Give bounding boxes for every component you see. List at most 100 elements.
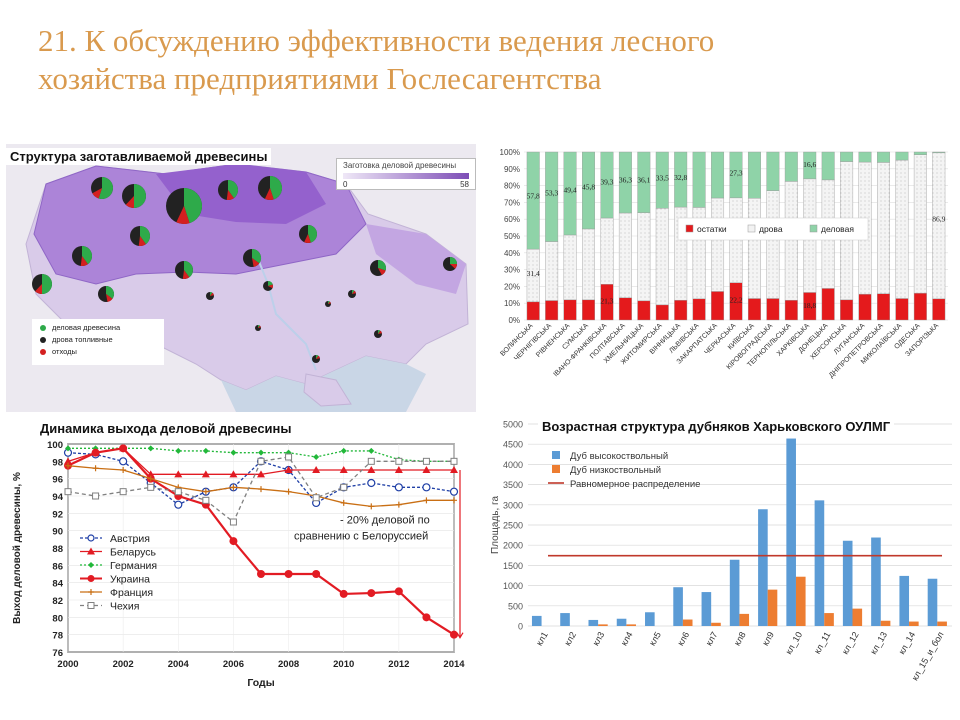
stacked-bar-segment	[766, 151, 780, 191]
x-tick-label: 2004	[168, 659, 190, 670]
y-tick-label: 10%	[504, 299, 520, 308]
stacked-bar-segment	[655, 151, 669, 209]
series-point	[147, 445, 154, 452]
annotation-text-2: сравнению с Белоруссией	[294, 530, 428, 542]
series-point	[229, 518, 237, 526]
stacked-bar-segment	[877, 293, 890, 321]
y-tick-label: 94	[52, 492, 63, 503]
series-point	[450, 466, 458, 473]
y-tick-label: 82	[52, 596, 63, 607]
y-tick-label: 100%	[500, 148, 520, 157]
series-point	[202, 496, 210, 504]
stacked-bar-segment	[858, 151, 872, 163]
stacked-bar-segment	[711, 151, 725, 199]
y-tick-label: 2500	[503, 521, 523, 531]
y-tick-label: 50%	[504, 232, 520, 241]
y-tick-label: 500	[508, 601, 523, 611]
y-tick-label: 4000	[503, 460, 523, 470]
series-point	[395, 457, 403, 465]
map-legend: Заготовка деловой древесины 0 58	[336, 158, 476, 190]
map-pie-business	[352, 290, 355, 294]
legend-label: Дуб низкоствольный	[570, 465, 661, 476]
map-title: Структура заготавливаемой древесины	[6, 148, 272, 165]
map-pie	[443, 257, 457, 271]
series-point	[422, 613, 431, 622]
map-pie-waste	[226, 190, 234, 200]
stacked-bar-segment	[655, 304, 669, 321]
map-pie-business	[140, 226, 151, 245]
stacked-bar-segment	[821, 151, 835, 181]
legend-marker	[87, 547, 95, 555]
age-chart-title: Возрастная структура дубняков Харьковско…	[538, 418, 895, 435]
x-tick-label: 2002	[113, 659, 134, 670]
legend-marker	[87, 534, 95, 542]
x-tick-label: 2006	[223, 659, 244, 670]
map-panel: Структура заготавливаемой древесины Заго…	[6, 144, 476, 412]
age-bar	[588, 619, 599, 626]
map-pie	[32, 274, 52, 294]
business-wood-icon	[40, 325, 46, 332]
data-label: 22,2	[729, 295, 742, 304]
series-point	[451, 497, 457, 504]
data-label: 31,4	[527, 269, 540, 278]
age-bar	[739, 613, 750, 626]
stacked-bar-segment	[618, 297, 632, 321]
map-pie	[218, 180, 239, 200]
stacked-bar-segment	[600, 217, 614, 285]
age-bar	[531, 615, 542, 626]
series-point	[422, 457, 430, 465]
data-label: 86,9	[932, 215, 945, 224]
fuel-wood-icon	[40, 337, 46, 344]
y-tick-label: 0	[518, 622, 523, 632]
legend-label: деловая	[821, 224, 854, 234]
map-crimea	[303, 373, 352, 407]
age-bar	[795, 576, 806, 626]
age-bar	[842, 540, 853, 626]
series-point	[285, 453, 293, 461]
stacked-bar-segment	[784, 299, 798, 321]
data-label: 36,3	[619, 175, 632, 184]
series-point	[174, 500, 183, 509]
map-pie-waste	[176, 206, 190, 224]
x-tick-label: кл8	[732, 630, 748, 647]
y-tick-label: 1500	[503, 561, 523, 571]
y-tick-label: 80	[52, 613, 63, 624]
age-bar	[598, 624, 608, 626]
stacked-legend: остатки дрова деловая	[677, 217, 869, 241]
map-pie-business	[42, 274, 52, 294]
data-label: 27,3	[729, 169, 742, 178]
y-tick-label: 86	[52, 561, 63, 572]
stacked-bar-segment	[747, 298, 761, 321]
data-label: 45,8	[582, 183, 595, 192]
map-pie	[98, 286, 115, 302]
y-tick-label: 80%	[504, 182, 520, 191]
stacked-bar-segment	[858, 293, 872, 321]
series-point	[230, 449, 237, 456]
stacked-bar-segment	[563, 234, 577, 301]
map-pie-business	[82, 246, 93, 265]
map-pie-waste	[378, 330, 382, 334]
x-tick-label: кл3	[591, 630, 607, 647]
map-key-fuel: дрова топливные	[40, 335, 113, 345]
map-pie-business	[184, 261, 194, 278]
x-tick-label: 2000	[57, 659, 78, 670]
series-point	[174, 470, 183, 478]
series-point	[339, 589, 348, 598]
y-tick-label: 20%	[504, 282, 520, 291]
x-tick-label: кл_14	[897, 630, 918, 656]
stacked-bar-segment	[821, 288, 835, 321]
map-pie-business	[316, 355, 319, 359]
map-pie-waste	[264, 188, 274, 200]
age-bar	[852, 608, 863, 626]
series-point	[92, 445, 99, 452]
map-legend-title: Заготовка деловой древесины	[343, 161, 457, 170]
series-point	[230, 484, 237, 491]
series-point	[312, 494, 320, 502]
series-point	[312, 570, 321, 578]
map-pie	[122, 184, 146, 208]
map-pie-business	[106, 286, 115, 299]
stacked-bar-segment	[932, 151, 946, 154]
map-pie-waste	[316, 355, 320, 359]
series-point	[422, 483, 431, 492]
x-axis-label: Годы	[247, 677, 274, 688]
